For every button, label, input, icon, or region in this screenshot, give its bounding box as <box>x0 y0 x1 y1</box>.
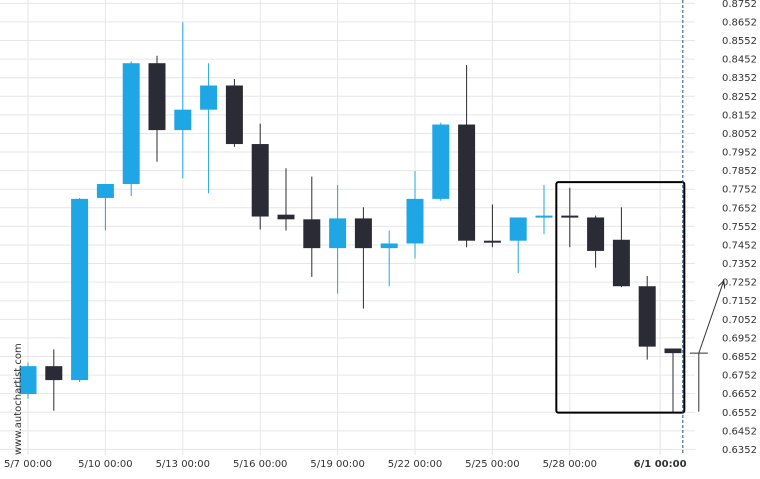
candle-body <box>406 198 424 244</box>
candle-bullish <box>71 197 89 382</box>
y-tick-label: 0.7252 <box>722 278 757 289</box>
y-tick-label: 0.6552 <box>722 408 757 419</box>
candle-body <box>458 124 476 241</box>
x-tick-label: 5/28 00:00 <box>543 459 597 470</box>
y-tick-label: 0.7852 <box>722 166 757 177</box>
x-tick-label: 5/13 00:00 <box>156 459 210 470</box>
candle-body <box>200 85 218 110</box>
candle-body <box>509 217 527 241</box>
candle-bearish <box>458 65 476 248</box>
candle-body <box>354 218 372 249</box>
x-axis: 5/7 00:00 5/10 00:00 5/13 00:00 5/16 00:00 5… <box>4 459 687 470</box>
x-tick-label: 5/25 00:00 <box>465 459 519 470</box>
candle-bearish <box>45 349 63 411</box>
x-tick-label: 5/7 00:00 <box>4 459 52 470</box>
candle-body <box>45 366 63 381</box>
y-tick-label: 0.8352 <box>722 73 757 84</box>
pattern-box <box>555 181 686 414</box>
candle-bullish <box>380 230 398 287</box>
candle-body <box>303 219 321 249</box>
candle-bullish <box>96 184 114 231</box>
candles <box>19 22 682 413</box>
candle-bullish <box>432 122 450 201</box>
candle-bearish <box>483 204 501 248</box>
candle-body <box>122 63 140 185</box>
y-tick-label: 0.8752 <box>722 0 757 10</box>
candle-bullish <box>509 217 527 274</box>
y-tick-label: 0.6752 <box>722 371 757 382</box>
watermark-url: www.autochartist.com <box>13 343 24 455</box>
projection-arrow-line <box>698 280 725 354</box>
projection-arrow-head <box>717 279 726 289</box>
x-tick-label: 5/22 00:00 <box>388 459 442 470</box>
candle-body <box>587 217 605 251</box>
x-tick-label: 5/10 00:00 <box>78 459 132 470</box>
candle-body <box>612 239 630 287</box>
candle-bearish <box>612 207 630 288</box>
y-tick-label: 0.7052 <box>722 315 757 326</box>
candle-body <box>148 63 166 131</box>
candle-body <box>432 124 450 199</box>
y-tick-label: 0.8252 <box>722 92 757 103</box>
y-tick-label: 0.8152 <box>722 110 757 121</box>
candle-bearish <box>303 176 321 277</box>
y-tick-label: 0.8652 <box>722 17 757 28</box>
candle-body <box>174 109 192 131</box>
y-tick-label: 0.8552 <box>722 36 757 47</box>
y-tick-label: 0.7352 <box>722 259 757 270</box>
y-axis: 0.8752 0.8652 0.8552 0.8452 0.8352 0.8252 0.81… <box>722 0 757 456</box>
y-tick-label: 0.6452 <box>722 426 757 437</box>
candle-body <box>225 85 243 145</box>
x-tick-label: 5/19 00:00 <box>310 459 364 470</box>
candle-bearish <box>638 276 656 360</box>
y-tick-label: 0.6352 <box>722 445 757 456</box>
candle-body <box>277 214 295 220</box>
candle-bearish <box>148 55 166 162</box>
candle-body <box>535 215 553 218</box>
y-tick-label: 0.7652 <box>722 203 757 214</box>
candle-bullish <box>535 184 553 235</box>
candle-body <box>329 218 347 249</box>
candle-bearish <box>225 78 243 147</box>
candle-bullish <box>122 61 140 197</box>
y-tick-label: 0.7452 <box>722 240 757 251</box>
y-tick-label: 0.8452 <box>722 55 757 66</box>
pattern-overlays <box>555 0 726 455</box>
candle-bullish <box>19 362 37 399</box>
candle-bearish <box>664 348 682 413</box>
candle-body <box>19 366 37 395</box>
x-tick-label: 5/16 00:00 <box>233 459 287 470</box>
candle-body <box>483 240 501 243</box>
y-tick-label: 0.6852 <box>722 352 757 363</box>
candle-body <box>380 243 398 249</box>
candle-bearish <box>561 187 579 248</box>
candle-bearish <box>277 168 295 231</box>
y-tick-label: 0.6652 <box>722 389 757 400</box>
candle-bearish <box>587 215 605 268</box>
candle-body <box>96 184 114 198</box>
y-tick-label: 0.7552 <box>722 222 757 233</box>
y-tick-label: 0.7752 <box>722 185 757 196</box>
y-tick-label: 0.8052 <box>722 129 757 140</box>
y-tick-label: 0.7152 <box>722 296 757 307</box>
y-tick-label: 0.6952 <box>722 333 757 344</box>
candle-body <box>251 144 269 217</box>
candle-body <box>664 348 682 354</box>
candle-bullish <box>174 22 192 179</box>
candle-body <box>638 286 656 347</box>
y-tick-label: 0.7952 <box>722 148 757 159</box>
candle-body <box>71 198 89 381</box>
candle-bullish <box>200 63 218 194</box>
x-tick-label: 6/1 00:00 <box>634 459 687 470</box>
candle-bearish <box>251 123 269 230</box>
candle-bearish <box>354 207 372 309</box>
candle-bullish <box>329 184 347 294</box>
candle-bullish <box>406 170 424 259</box>
candle-body <box>561 215 579 218</box>
